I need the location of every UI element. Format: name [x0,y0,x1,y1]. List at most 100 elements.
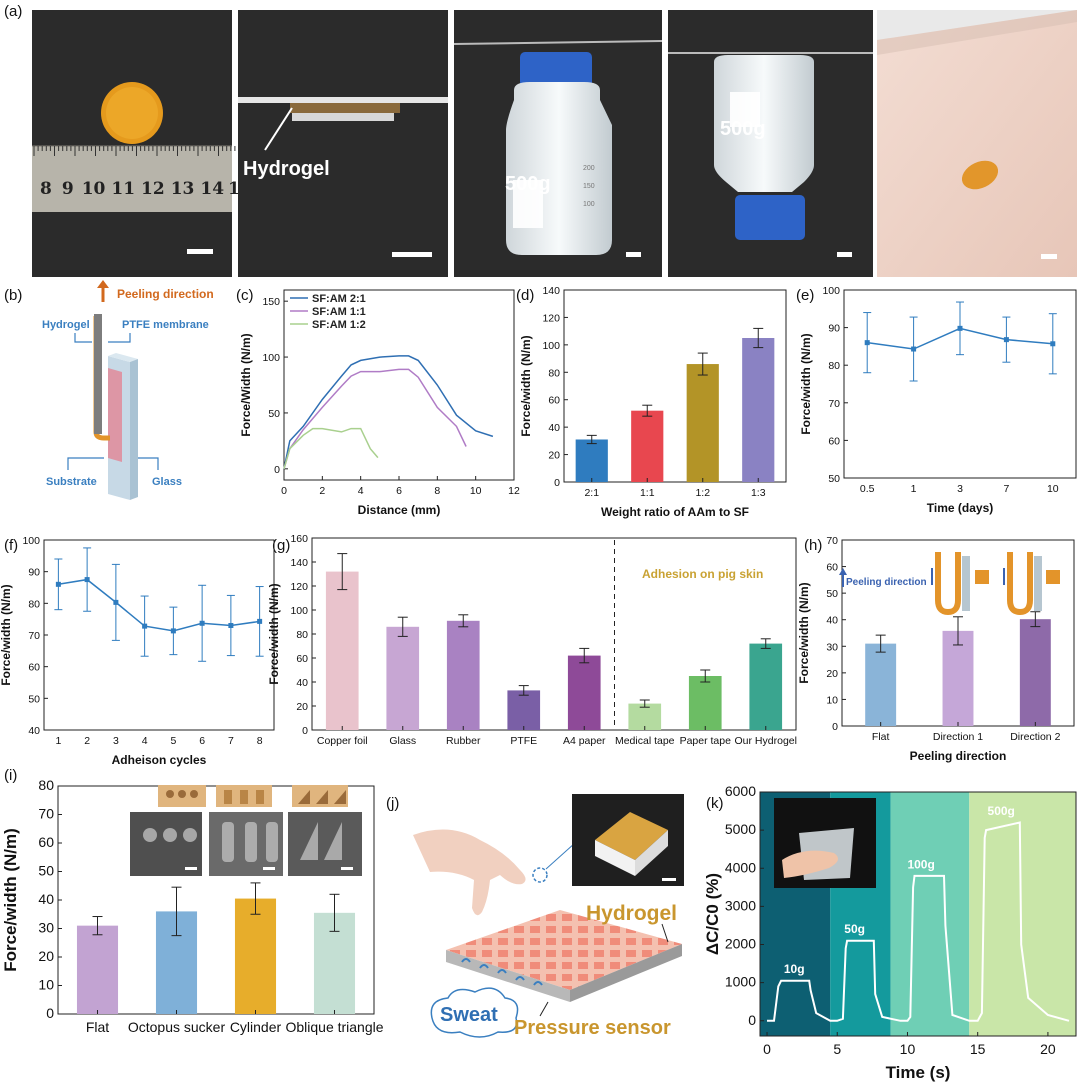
y-tick-label: 80 [28,598,40,610]
y-axis-title: Force/width (N/m) [799,333,813,434]
bar [234,898,277,1014]
plot-frame [759,791,1077,1037]
bar [688,676,722,730]
y-tick-label: 50 [28,693,40,705]
x-tick-label: 15 [970,1041,986,1057]
y-tick-label: 20 [548,450,560,462]
x-tick-label: Cylinder [230,1019,282,1035]
x-tick-label: 8 [434,485,440,497]
peel-test-schematic: Peeling direction Hydrogel PTFE membrane… [42,280,214,500]
data-point [1050,341,1056,347]
y-tick-label: 80 [296,629,308,641]
y-tick-label: 70 [38,806,54,822]
y-tick-label: 10 [826,694,838,706]
y-tick-label: 0 [302,725,308,737]
x-tick-label: 7 [1003,483,1009,495]
chart-k-capacitance: 0 1000 2000 3000 4000 5000 6000 ΔC/C0 (%) Time (… [703,783,1077,1082]
plot-frame [43,539,275,731]
y-tick-label: 100 [22,535,40,547]
y-tick-label: 50 [826,588,838,600]
y-tick-label: 40 [548,422,560,434]
y-axis-title: Force/width (N/m) [1,828,20,972]
bar [325,571,359,730]
bar [567,655,601,730]
panel-label-a: (a) [4,3,22,20]
x-tick-label: Direction 2 [1010,731,1060,743]
y-tick-label: 20 [296,701,308,713]
hydrogel-layer-label: Hydrogel [586,902,677,925]
y-tick-label: 3000 [725,897,756,913]
x-axis-title: Distance (mm) [358,503,441,517]
scale-bar [187,249,213,254]
hydrogel-on-skin [961,160,999,190]
y-tick-label: 140 [290,557,308,569]
y-tick-label: 50 [38,863,54,879]
ptfe-label: PTFE membrane [122,319,209,331]
x-tick-label: 7 [228,735,234,747]
x-tick-label: Medical tape [615,735,675,747]
bar [76,925,119,1014]
data-point [1003,337,1009,343]
x-tick-label: 5 [833,1041,841,1057]
bar [386,626,420,730]
y-tick-label: 60 [826,562,838,574]
panel-label-h: (h) [804,537,822,554]
bar [942,630,974,726]
x-tick-label: 6 [396,485,402,497]
x-axis-title: Time (s) [886,1063,951,1082]
series-line [283,368,467,470]
x-tick-label: Flat [86,1019,109,1035]
y-axis-title: Force/width (N/m) [267,583,281,684]
y-tick-label: 120 [542,312,560,324]
pressure-sensor-label: Pressure sensor [514,1017,671,1039]
microstructure-insets [130,785,362,876]
weight-callout: 500g [720,118,766,140]
data-point [257,618,263,624]
series-line [767,821,1070,1022]
x-tick-label: 1:1 [640,487,655,499]
x-tick-label: Glass [389,735,416,747]
y-tick-label: 5000 [725,821,756,837]
x-axis-title: Weight ratio of AAm to SF [601,505,749,519]
x-tick-label: 0 [763,1041,771,1057]
plot-frame [563,289,787,483]
legend-entry: SF:AM 2:1 [312,293,366,305]
data-point [864,340,870,346]
y-tick-label: 120 [290,581,308,593]
photo-bottle-hanging: 500g 200 150 100 [453,10,663,277]
data-point [55,581,61,587]
y-tick-label: 40 [38,891,54,907]
x-tick-label: PTFE [510,735,537,747]
y-tick-label: 150 [262,296,280,308]
chart-e-time-stability: 50 60 70 80 90 100 Force/width (N/m) Time (days… [799,285,1077,515]
bar [575,439,608,482]
x-tick-label: 0 [281,485,287,497]
scale-bar [392,252,432,257]
y-tick-label: 50 [828,473,840,485]
x-tick-label: Copper foil [317,735,368,747]
chart-f-adhesion-cycles: 40 50 60 70 80 90 100 Force/width (N/m) Adheison… [0,535,275,767]
bar [742,338,775,482]
x-axis-title: Adheison cycles [112,753,207,767]
x-axis-title: Peeling direction [910,749,1007,763]
y-tick-label: 80 [828,360,840,372]
y-tick-label: 160 [290,533,308,545]
y-tick-label: 6000 [725,783,756,799]
chart-g-substrates: 0 20 40 60 80 100 120 140 160 Force/width (N/m) Co… [267,533,797,747]
bar [507,690,541,730]
y-axis-title: Force/width (N/m) [519,335,533,436]
annotation-label: Adhesion on pig skin [642,567,763,581]
y-axis-title: Force/Width (N/m) [239,333,253,436]
peeling-direction-label: Peeling direction [117,287,214,301]
photo-forearm [877,10,1077,277]
x-tick-label: Octopus sucker [128,1019,226,1035]
panel-label-c: (c) [236,287,254,304]
x-tick-label: Paper tape [680,735,732,747]
chart-c-peel-curves: 0 50 100 150 Force/Width (N/m) Distance (mm) 0… [239,289,520,517]
y-tick-label: 100 [822,285,840,297]
data-point [199,620,205,626]
panel-label-e: (e) [796,287,814,304]
y-tick-label: 0 [554,477,560,489]
x-tick-label: Our Hydrogel [735,735,797,747]
